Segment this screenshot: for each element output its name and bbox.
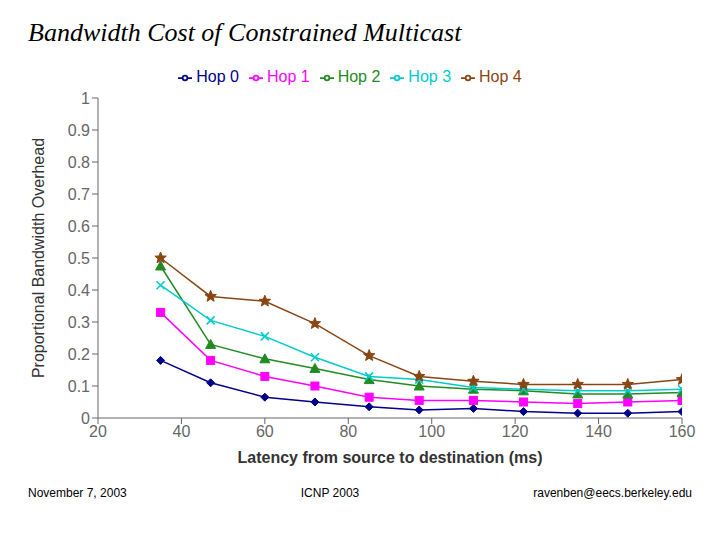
svg-text:0.7: 0.7 xyxy=(68,186,90,203)
svg-text:0.9: 0.9 xyxy=(68,122,90,139)
svg-text:100: 100 xyxy=(418,423,445,440)
svg-text:0: 0 xyxy=(81,410,90,427)
html-text:Bandwidth Cost of Constrained: Bandwidth Cost of Constrained Multicast xyxy=(28,18,462,47)
html-text:ravenben@eecs.berkeley.edu: ravenben@eecs.berkeley.edu xyxy=(533,486,692,500)
html-text:November 7, 2003: November 7, 2003 xyxy=(28,486,127,500)
svg-text:Latency from source to destina: Latency from source to destination (ms) xyxy=(238,449,543,466)
html-text:Hop 2: Hop 2 xyxy=(337,68,381,85)
svg-text:0.3: 0.3 xyxy=(68,314,90,331)
svg-text:120: 120 xyxy=(502,423,529,440)
html-text:Hop 1: Hop 1 xyxy=(266,68,310,85)
svg-text:80: 80 xyxy=(339,423,357,440)
svg-text:Proportional Bandwidth Overhea: Proportional Bandwidth Overhead xyxy=(30,138,47,378)
svg-text:0.5: 0.5 xyxy=(68,250,90,267)
svg-text:20: 20 xyxy=(89,423,107,440)
html-text:Hop 3: Hop 3 xyxy=(408,68,451,85)
svg-text:0.2: 0.2 xyxy=(68,346,90,363)
svg-text:0.4: 0.4 xyxy=(68,282,90,299)
html-text:Hop 0: Hop 0 xyxy=(196,68,239,85)
svg-text:140: 140 xyxy=(585,423,612,440)
svg-text:0.6: 0.6 xyxy=(68,218,90,235)
html-text:Hop 4: Hop 4 xyxy=(479,68,522,85)
svg-text:1: 1 xyxy=(81,90,90,107)
svg-text:0.1: 0.1 xyxy=(68,378,90,395)
svg-text:60: 60 xyxy=(256,423,274,440)
svg-text:160: 160 xyxy=(669,423,696,440)
svg-text:0.8: 0.8 xyxy=(68,154,90,171)
svg-text:40: 40 xyxy=(173,423,191,440)
html-text:ICNP 2003: ICNP 2003 xyxy=(300,486,360,500)
